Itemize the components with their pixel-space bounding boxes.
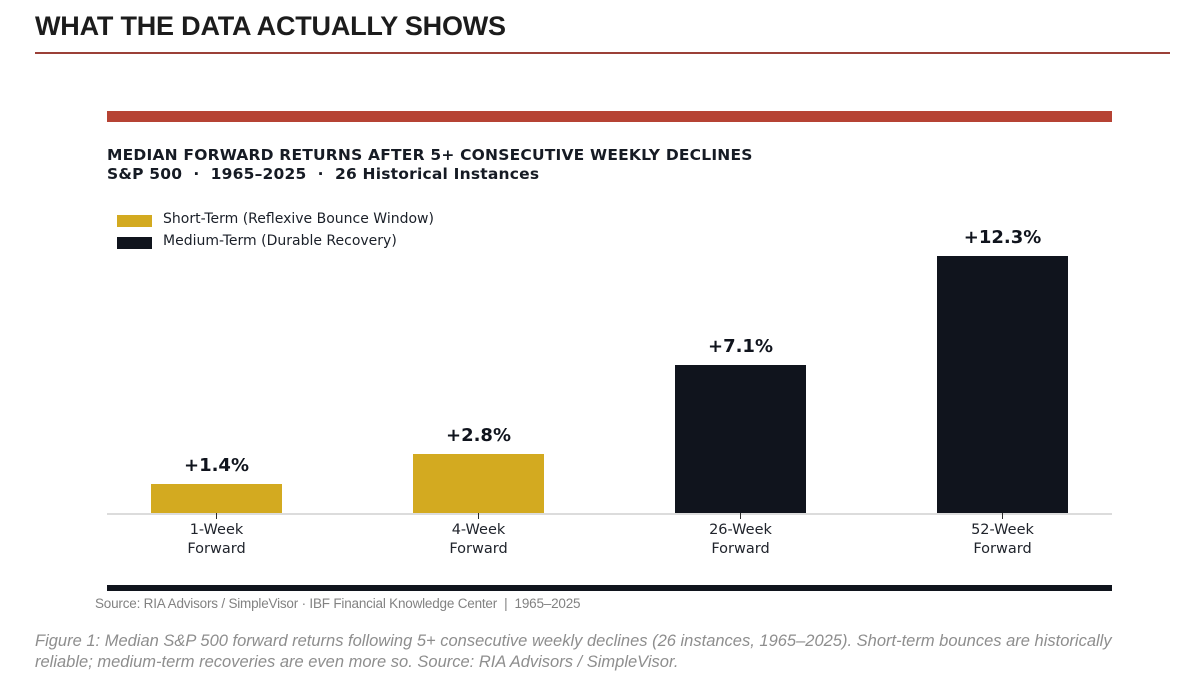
bar-1-week-forward bbox=[151, 484, 282, 513]
x-tick-label-1-week-forward: 1-Week Forward bbox=[187, 522, 246, 557]
bar-value-label-1-week-forward: +1.4% bbox=[183, 455, 249, 476]
x-tick-52-week-forward bbox=[1001, 513, 1004, 519]
figure-caption: Figure 1: Median S&P 500 forward returns… bbox=[35, 632, 1112, 671]
source-note: Source: RIA Advisors / SimpleVisor · IBF… bbox=[95, 596, 581, 611]
legend-swatch-short-term bbox=[117, 215, 152, 227]
bar-4-week-forward bbox=[413, 454, 544, 513]
plot-area: +1.4% 1-Week Forward +2.8% 4-Week Forward +7… bbox=[107, 0, 1112, 600]
legend-swatch-medium-term bbox=[117, 237, 152, 249]
x-tick-1-week-forward bbox=[215, 513, 218, 519]
bar-26-week-forward bbox=[675, 365, 806, 513]
x-tick-26-week-forward bbox=[739, 513, 742, 519]
chart-title: MEDIAN FORWARD RETURNS AFTER 5+ CONSECUT… bbox=[107, 146, 753, 164]
legend-label-short-term: Short-Term (Reflexive Bounce Window) bbox=[163, 211, 434, 227]
page-title: WHAT THE DATA ACTUALLY SHOWS bbox=[35, 11, 506, 41]
x-tick-label-4-week-forward: 4-Week Forward bbox=[449, 522, 508, 557]
title-rule bbox=[35, 52, 1170, 54]
x-tick-label-26-week-forward: 26-Week Forward bbox=[709, 522, 772, 557]
chart-bottom-bar bbox=[107, 585, 1112, 591]
bar-value-label-52-week-forward: +12.3% bbox=[963, 227, 1042, 248]
bar-value-label-4-week-forward: +2.8% bbox=[445, 425, 511, 446]
x-tick-4-week-forward bbox=[477, 513, 480, 519]
chart-top-accent-bar bbox=[107, 111, 1112, 122]
x-axis-line bbox=[107, 513, 1112, 515]
bar-value-label-26-week-forward: +7.1% bbox=[707, 336, 773, 357]
bar-52-week-forward bbox=[937, 256, 1068, 513]
legend-label-medium-term: Medium-Term (Durable Recovery) bbox=[163, 233, 397, 249]
chart-subtitle: S&P 500 · 1965–2025 · 26 Historical Inst… bbox=[107, 165, 540, 183]
x-tick-label-52-week-forward: 52-Week Forward bbox=[971, 522, 1034, 557]
